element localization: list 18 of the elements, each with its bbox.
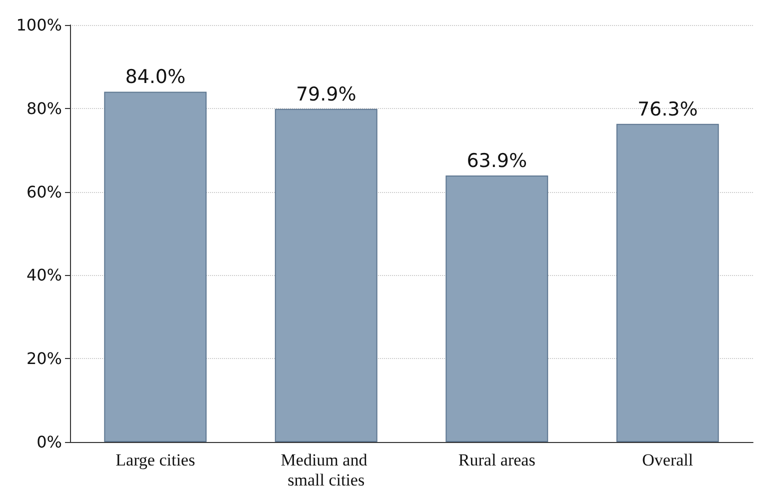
y-tick-label: 40% [26,266,62,285]
x-tick-label: Rural areas [458,450,536,470]
y-tick-label: 0% [36,432,62,452]
data-label: 84.0% [125,66,186,88]
y-tick-label: 20% [26,349,62,368]
y-tick-label: 60% [26,182,62,202]
data-label: 76.3% [637,98,698,120]
y-tick-label: 80% [26,98,62,118]
data-label: 63.9% [466,150,528,172]
x-tick-label: Large cities [116,450,196,470]
y-tick-label: 100% [16,16,62,34]
data-label: 79.9% [296,83,356,106]
bar [616,124,719,442]
x-tick-label: Overall [642,450,694,470]
bar [274,108,378,442]
bar [104,92,207,442]
x-tick-label: Medium and small cities [280,450,372,490]
bar [446,176,548,442]
